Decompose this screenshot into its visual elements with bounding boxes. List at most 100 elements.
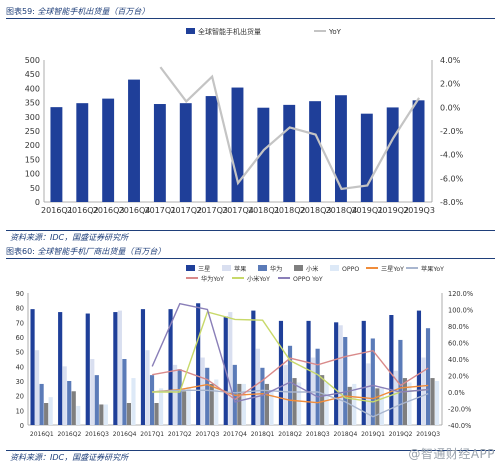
bar	[30, 309, 35, 425]
y-tick-label: 50	[16, 349, 24, 357]
bar	[389, 315, 394, 425]
legend-label: 小米	[306, 265, 318, 273]
x-tick-label: 2017Q4	[223, 431, 247, 438]
x-tick-label: 2018Q4	[333, 431, 357, 438]
bar	[306, 320, 311, 425]
y2-tick-label: -40.0%	[448, 422, 471, 430]
x-tick-label: 2017Q1	[140, 431, 164, 438]
y2-tick-label: -20.0%	[448, 406, 471, 414]
bar	[50, 107, 63, 202]
y-tick-label: 40	[16, 363, 24, 371]
bar	[205, 96, 218, 202]
bar	[200, 357, 205, 425]
y-tick-label: 350	[25, 99, 40, 108]
x-tick-label: 2018Q1	[248, 206, 280, 215]
bar	[287, 345, 293, 425]
y2-tick-label: 60.0%	[448, 340, 469, 348]
y-tick-label: 80	[16, 305, 24, 313]
y-tick-label: 90	[16, 290, 24, 298]
series-line	[159, 66, 420, 191]
figure-59-bottom-rule	[6, 230, 495, 231]
figure-59-title-text: 全球智能手机出货量（百万台）	[37, 7, 150, 16]
bar	[58, 312, 63, 425]
bar	[260, 367, 265, 425]
y2-tick-label: 4.0%	[440, 56, 461, 65]
bar	[39, 383, 44, 425]
legend-label: YoY	[328, 28, 342, 36]
bar	[283, 364, 288, 425]
series-line	[152, 311, 429, 403]
bar	[315, 348, 320, 425]
x-tick-label: 2017Q2	[168, 431, 192, 438]
x-tick-label: 2016Q1	[41, 206, 73, 215]
x-tick-label: 2018Q3	[300, 206, 332, 215]
x-tick-label: 2016Q2	[67, 206, 99, 215]
series-line	[152, 389, 429, 418]
bar	[375, 388, 380, 425]
figure-60-label: 图表60:	[6, 247, 35, 256]
bar	[283, 104, 296, 202]
legend-label: OPPO YoY	[293, 276, 323, 283]
figure-59-title: 图表59: 全球智能手机出货量（百万台）	[6, 6, 149, 17]
figure-59-label: 图表59:	[6, 7, 35, 16]
y-tick-label: 200	[25, 141, 40, 150]
y-tick-label: 500	[25, 56, 40, 65]
y-tick-label: 150	[25, 155, 40, 164]
y-tick-label: 450	[25, 70, 40, 79]
x-tick-label: 2018Q1	[251, 431, 275, 438]
figure-59-top-rule	[6, 18, 495, 19]
y2-tick-label: -2.0%	[440, 127, 464, 136]
x-tick-label: 2019Q3	[416, 431, 440, 438]
bar	[35, 350, 40, 425]
x-tick-label: 2016Q2	[57, 431, 81, 438]
legend-label: 华为	[270, 265, 282, 273]
bar	[311, 357, 316, 425]
bar	[416, 310, 422, 425]
y-tick-label: 20	[16, 393, 24, 401]
bar	[173, 364, 178, 425]
bar	[309, 101, 322, 202]
x-tick-label: 2017Q3	[195, 431, 219, 438]
bar	[335, 95, 347, 202]
x-tick-label: 2017Q1	[145, 206, 177, 215]
x-tick-label: 2016Q4	[113, 431, 137, 438]
bar	[44, 403, 49, 425]
bar	[425, 328, 431, 425]
series-line	[152, 349, 429, 401]
bar	[145, 350, 150, 425]
x-tick-label: 2019Q1	[351, 206, 383, 215]
bar	[71, 391, 76, 425]
bar	[231, 87, 244, 202]
y2-tick-label: 120.0%	[448, 290, 473, 298]
legend-label: 华为YoY	[201, 275, 224, 283]
bar	[324, 382, 329, 425]
bar	[128, 79, 140, 202]
bar	[352, 383, 357, 425]
bar	[347, 386, 352, 425]
x-tick-label: 2019Q2	[377, 206, 409, 215]
figure-60-bottom-rule	[6, 450, 495, 451]
bar	[158, 388, 164, 425]
bar	[153, 104, 166, 202]
y2-tick-label: 40.0%	[448, 356, 469, 364]
bar	[269, 389, 274, 425]
x-tick-label: 2017Q3	[196, 206, 228, 215]
watermark: @智通财经APP	[408, 447, 495, 461]
bar	[434, 381, 440, 425]
bar	[154, 403, 159, 425]
bar	[278, 320, 284, 425]
bar	[205, 367, 210, 425]
bar	[140, 309, 146, 425]
chart-59: 0 50 100 150 200 250 300 350 400 450 500 4.0% 2.0% 0.…	[25, 27, 464, 215]
bar	[379, 386, 384, 425]
x-tick-label: 2019Q2	[389, 431, 413, 438]
y2-tick-label: 2.0%	[440, 80, 461, 89]
x-tick-label: 2016Q3	[93, 206, 125, 215]
bar	[62, 366, 67, 425]
bar	[196, 303, 201, 425]
bar	[67, 381, 72, 425]
bar	[255, 348, 260, 425]
x-tick-label: 2018Q3	[306, 431, 330, 438]
y-tick-label: 400	[25, 84, 40, 93]
bar	[94, 375, 99, 425]
